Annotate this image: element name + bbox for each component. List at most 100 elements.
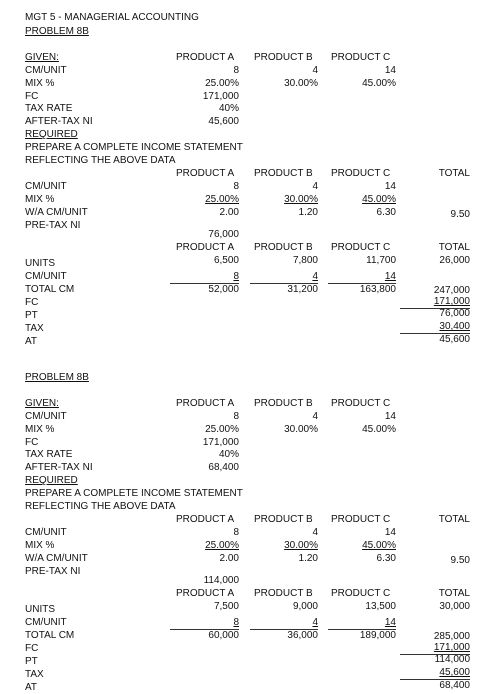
at-label: AT xyxy=(25,336,38,347)
given-mix-c: 45.00% xyxy=(362,78,396,89)
units-label: UNITS xyxy=(25,604,55,615)
required-line-2: REFLECTING THE ABOVE DATA xyxy=(25,501,176,512)
total-cm-total: 285,000 xyxy=(433,631,470,642)
given-label: GIVEN: xyxy=(25,398,59,409)
pt-total: 76,000 xyxy=(439,308,470,319)
units-header-b: PRODUCT B xyxy=(254,588,313,599)
wa-cm-unit-weighted-c: 6.30 xyxy=(376,207,396,218)
wa-cm-unit-weighted-label: W/A CM/UNIT xyxy=(25,553,88,564)
pretax-ni-value: 114,000 xyxy=(203,575,239,586)
wa-cm-unit-weighted-label: W/A CM/UNIT xyxy=(25,207,88,218)
wa-mix-label: MIX % xyxy=(25,194,55,205)
given-cm-unit-a: 8 xyxy=(233,411,239,422)
wa-cm-unit-c: 14 xyxy=(384,527,396,538)
units-cm-unit-a: 8 xyxy=(233,271,239,282)
units-c: 13,500 xyxy=(365,601,396,612)
required-line-2: REFLECTING THE ABOVE DATA xyxy=(25,155,176,166)
wa-cm-unit-a: 8 xyxy=(233,181,239,192)
units-b: 7,800 xyxy=(292,255,318,266)
given-tax-rate-label: TAX RATE xyxy=(25,449,73,460)
given-header-a: PRODUCT A xyxy=(176,398,235,409)
given-header-c: PRODUCT C xyxy=(331,52,391,63)
units-header-total: TOTAL xyxy=(438,242,470,253)
given-header-b: PRODUCT B xyxy=(254,398,313,409)
total-cm-label: TOTAL CM xyxy=(25,284,75,295)
given-mix-b: 30.00% xyxy=(284,78,318,89)
total-cm-b: 36,000 xyxy=(287,630,318,641)
wa-cm-unit-b: 4 xyxy=(312,181,318,192)
units-header-total: TOTAL xyxy=(438,588,470,599)
rule-product-a xyxy=(170,629,239,630)
required-line-1: PREPARE A COMPLETE INCOME STATEMENT xyxy=(25,488,243,499)
units-total: 26,000 xyxy=(439,255,470,266)
wa-header-c: PRODUCT C xyxy=(331,168,391,179)
given-cm-unit-label: CM/UNIT xyxy=(25,411,67,422)
rule-total-tax xyxy=(400,333,470,334)
wa-mix-c: 45.00% xyxy=(362,194,396,205)
tax-label: TAX xyxy=(25,669,44,680)
pt-total: 114,000 xyxy=(434,654,470,665)
units-cm-unit-b: 4 xyxy=(312,271,318,282)
wa-mix-a: 25.00% xyxy=(205,540,239,551)
wa-header-total: TOTAL xyxy=(438,168,470,179)
wa-header-c: PRODUCT C xyxy=(331,514,391,525)
at-total: 45,600 xyxy=(439,334,470,345)
rule-product-a xyxy=(170,283,239,284)
wa-header-a: PRODUCT A xyxy=(176,168,235,179)
wa-cm-unit-weighted-a: 2.00 xyxy=(219,553,239,564)
total-cm-total: 247,000 xyxy=(433,285,470,296)
units-total: 30,000 xyxy=(439,601,470,612)
total-cm-b: 31,200 xyxy=(287,284,318,295)
wa-cm-unit-weighted-total: 9.50 xyxy=(450,209,470,220)
wa-cm-unit-a: 8 xyxy=(233,527,239,538)
wa-cm-unit-label: CM/UNIT xyxy=(25,527,67,538)
given-tax-rate-value: 40% xyxy=(218,449,239,460)
rule-product-b xyxy=(250,629,318,630)
wa-cm-unit-weighted-b: 1.20 xyxy=(298,207,318,218)
rule-total-tax xyxy=(400,679,470,680)
units-header-b: PRODUCT B xyxy=(254,242,313,253)
total-cm-label: TOTAL CM xyxy=(25,630,75,641)
wa-cm-unit-label: CM/UNIT xyxy=(25,181,67,192)
units-cm-unit-a: 8 xyxy=(233,617,239,628)
given-mix-a: 25.00% xyxy=(205,424,239,435)
at-label: AT xyxy=(25,682,38,693)
fc-label: FC xyxy=(25,643,39,654)
fc-total: 171,000 xyxy=(433,642,470,653)
wa-header-total: TOTAL xyxy=(438,514,470,525)
units-a: 7,500 xyxy=(213,601,239,612)
total-cm-a: 52,000 xyxy=(208,284,239,295)
units-cm-unit-b: 4 xyxy=(312,617,318,628)
units-cm-unit-c: 14 xyxy=(384,617,396,628)
given-cm-unit-c: 14 xyxy=(384,411,396,422)
required-label: REQUIRED xyxy=(25,129,78,140)
given-mix-a: 25.00% xyxy=(205,78,239,89)
pt-label: PT xyxy=(25,310,38,321)
given-fc-label: FC xyxy=(25,437,39,448)
given-header-b: PRODUCT B xyxy=(254,52,313,63)
given-after-tax-ni-value: 68,400 xyxy=(208,462,239,473)
units-cm-unit-label: CM/UNIT xyxy=(25,271,67,282)
given-cm-unit-b: 4 xyxy=(312,65,318,76)
total-cm-c: 163,800 xyxy=(359,284,396,295)
wa-cm-unit-weighted-c: 6.30 xyxy=(376,553,396,564)
wa-mix-c: 45.00% xyxy=(362,540,396,551)
given-cm-unit-b: 4 xyxy=(312,411,318,422)
given-fc-value: 171,000 xyxy=(202,91,239,102)
units-b: 9,000 xyxy=(292,601,318,612)
wa-header-b: PRODUCT B xyxy=(254,514,313,525)
wa-mix-b: 30.00% xyxy=(284,194,318,205)
wa-mix-a: 25.00% xyxy=(205,194,239,205)
required-line-1: PREPARE A COMPLETE INCOME STATEMENT xyxy=(25,142,243,153)
given-mix-label: MIX % xyxy=(25,78,55,89)
given-after-tax-ni-label: AFTER-TAX NI xyxy=(25,462,93,473)
pretax-ni-label: PRE-TAX NI xyxy=(25,566,81,577)
total-cm-c: 189,000 xyxy=(359,630,396,641)
rule-product-c xyxy=(328,283,396,284)
fc-label: FC xyxy=(25,297,39,308)
given-header-a: PRODUCT A xyxy=(176,52,235,63)
units-header-c: PRODUCT C xyxy=(331,242,391,253)
pt-label: PT xyxy=(25,656,38,667)
given-label: GIVEN: xyxy=(25,52,59,63)
